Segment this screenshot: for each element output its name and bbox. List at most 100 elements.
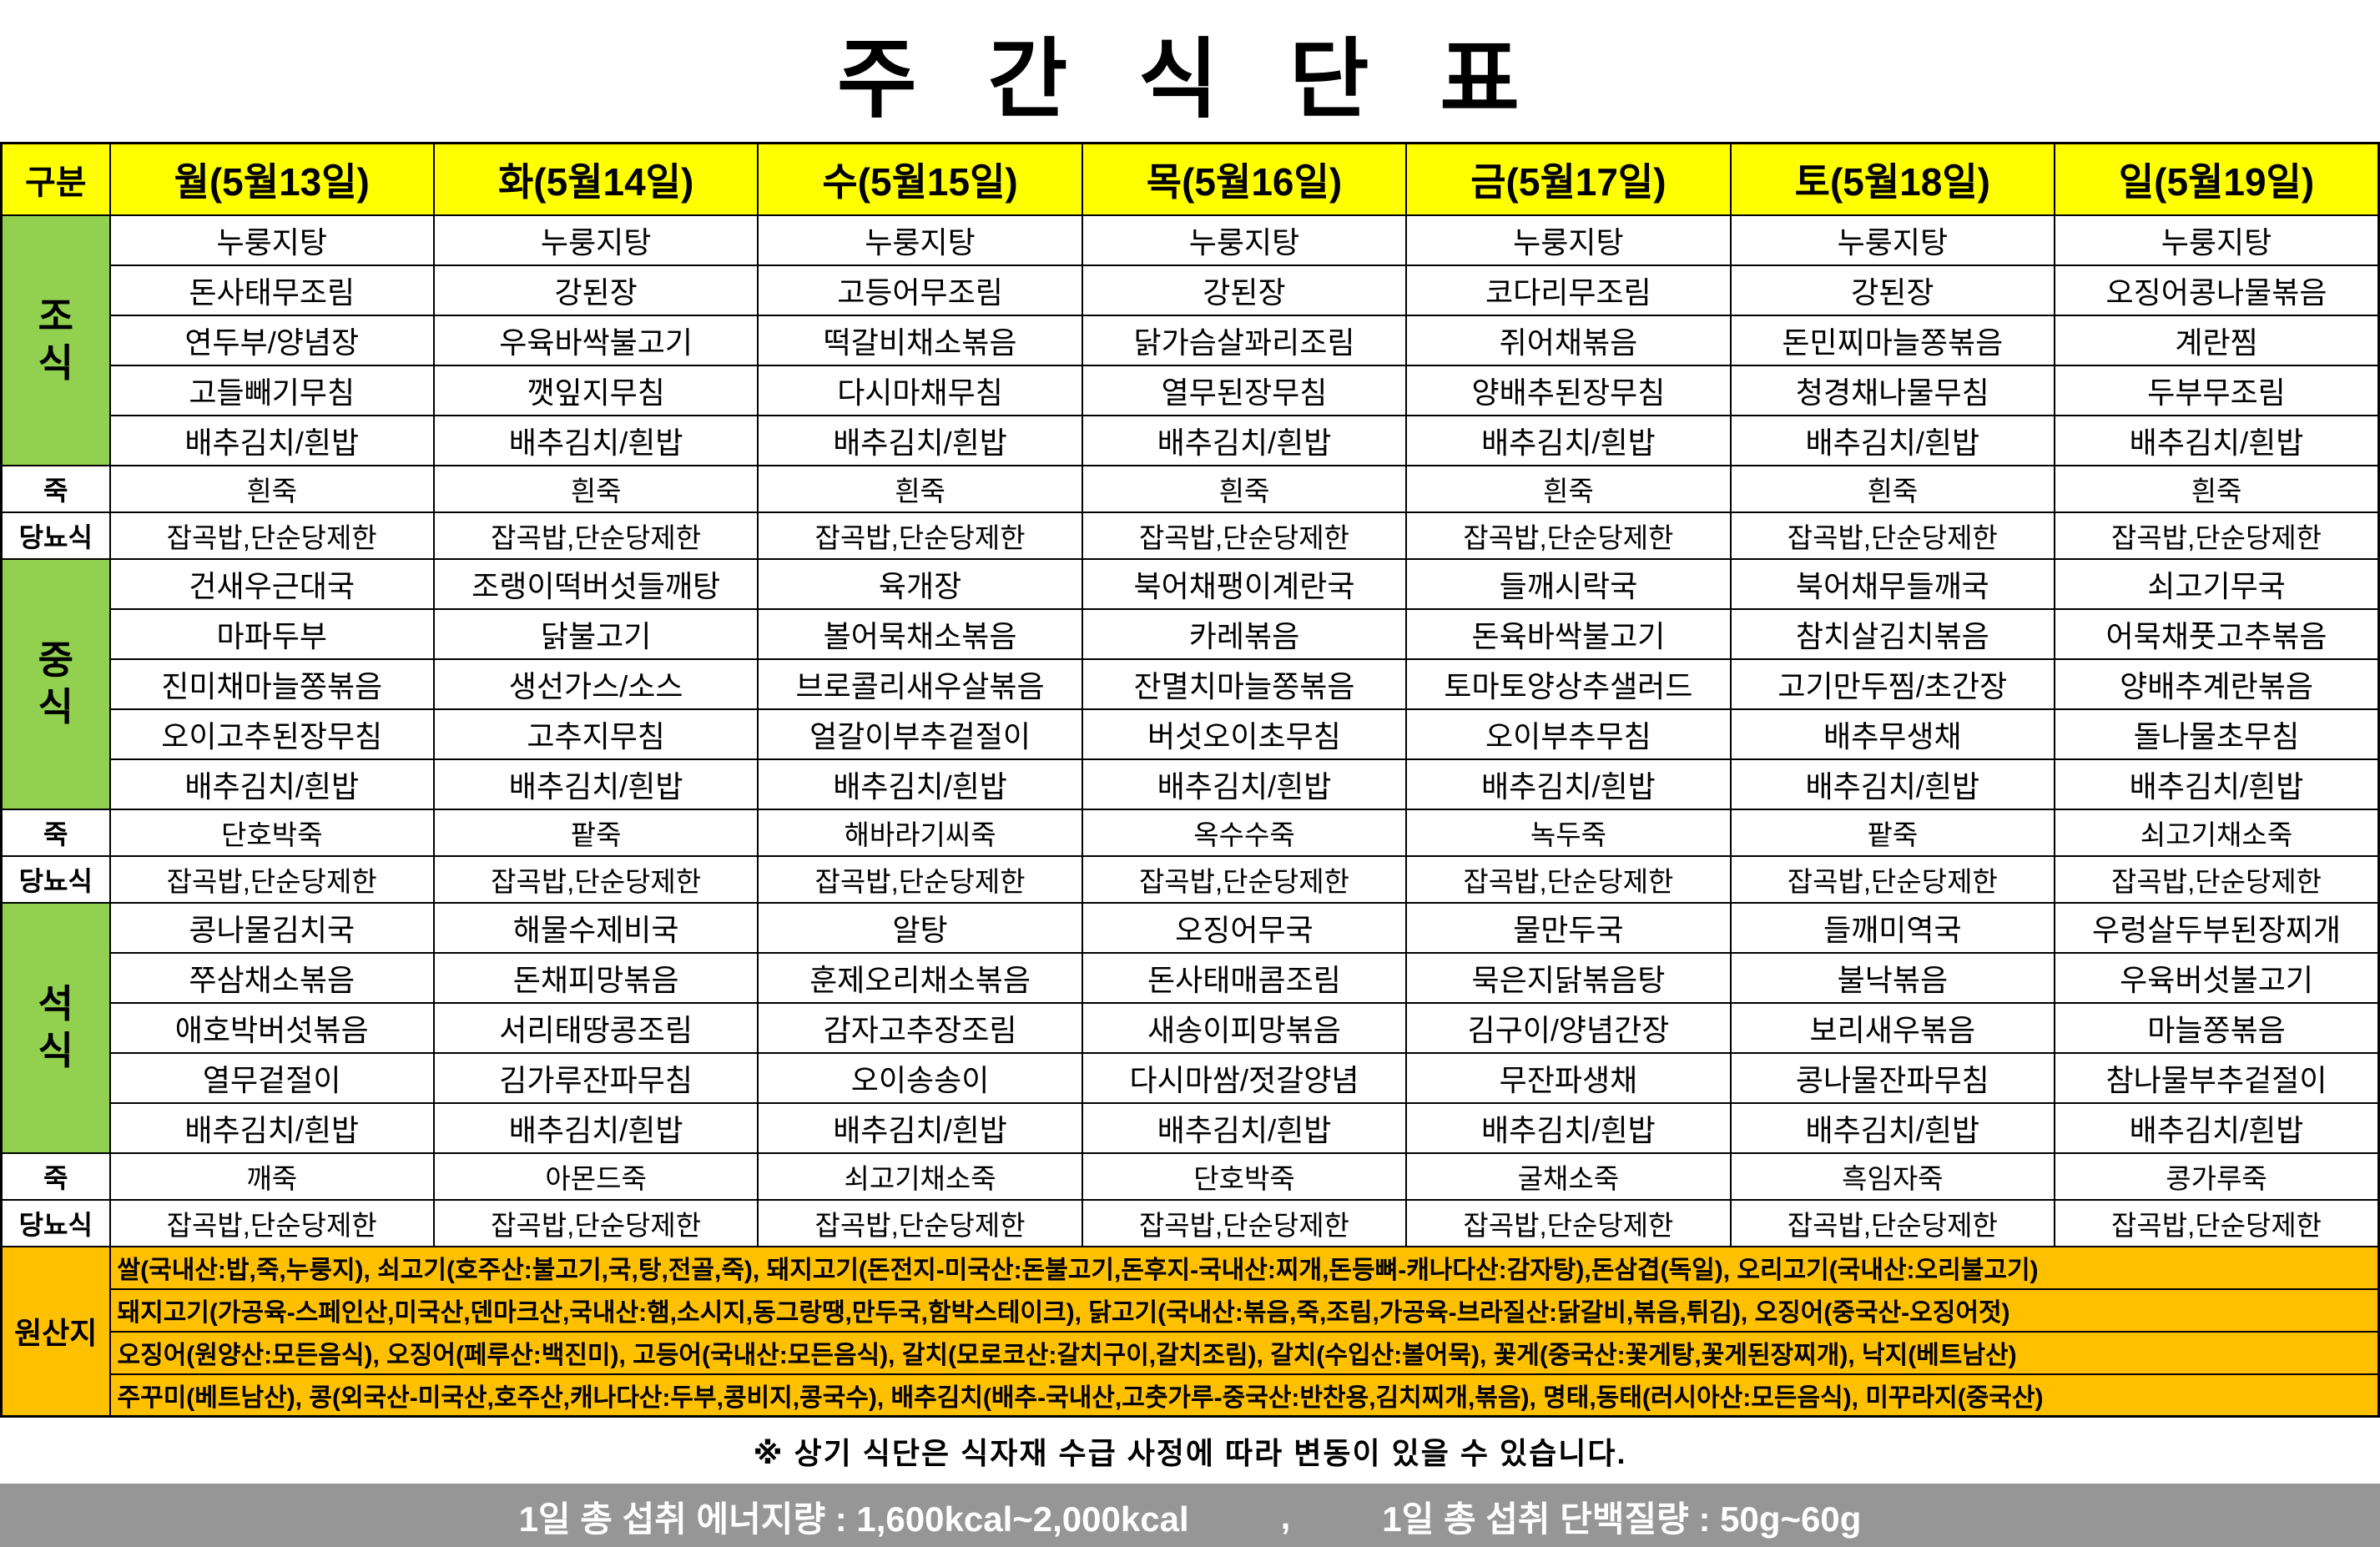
diabetic-cell: 잡곡밥,단순당제한 xyxy=(108,511,435,560)
diabetic-cell: 잡곡밥,단순당제한 xyxy=(1405,511,1732,560)
menu-cell: 돈사태무조림 xyxy=(108,265,435,316)
menu-cell: 오이부추무침 xyxy=(1405,708,1732,760)
menu-cell: 브로콜리새우살볶음 xyxy=(757,658,1083,710)
menu-cell: 강된장 xyxy=(1081,265,1408,316)
menu-cell: 묵은지닭볶음탕 xyxy=(1405,952,1732,1004)
origin-label: 원산지 xyxy=(0,1245,111,1418)
menu-cell: 배추김치/흰밥 xyxy=(1405,415,1732,466)
menu-cell: 배추김치/흰밥 xyxy=(1729,1102,2056,1154)
diabetic-label: 당뇨식 xyxy=(0,854,111,904)
menu-cell: 누룽지탕 xyxy=(757,214,1083,266)
origin-row: 오징어(원양산:모든음식), 오징어(페루산:백진미), 고등어(국내산:모든음… xyxy=(2,1331,2380,1375)
porridge-row: 죽 단호박죽 팥죽 해바라기씨죽 옥수수죽 녹두죽 팥죽 쇠고기채소죽 xyxy=(0,808,2380,857)
menu-cell: 돈사태매콤조림 xyxy=(1081,952,1408,1004)
diabetic-cell: 잡곡밥,단순당제한 xyxy=(108,1198,435,1247)
menu-cell: 감자고추장조림 xyxy=(757,1002,1083,1054)
origin-line: 쌀(국내산:밥,죽,누룽지), 쇠고기(호주산:불고기,국,탕,전골,죽), 돼… xyxy=(108,1245,2380,1290)
breakfast-row: 조식 누룽지탕 누룽지탕 누룽지탕 누룽지탕 누룽지탕 누룽지탕 누룽지탕 xyxy=(0,214,2380,466)
diabetic-cell: 잡곡밥,단순당제한 xyxy=(757,854,1083,904)
diabetic-cell: 잡곡밥,단순당제한 xyxy=(432,854,759,904)
dinner-row: 애호박버섯볶음 서리태땅콩조림 감자고추장조림 새송이피망볶음 김구이/양념간장 보리새우… xyxy=(2,1002,2380,1054)
menu-cell: 배추김치/흰밥 xyxy=(432,415,759,466)
menu-cell: 닭불고기 xyxy=(432,608,759,660)
menu-cell: 쭈삼채소볶음 xyxy=(108,952,435,1004)
menu-cell: 강된장 xyxy=(432,265,759,316)
menu-cell: 불낙볶음 xyxy=(1729,952,2056,1004)
menu-cell: 청경채나물무침 xyxy=(1729,365,2056,416)
title-bar: 주 간 식 단 표 xyxy=(0,0,2380,142)
menu-cell: 배추김치/흰밥 xyxy=(1081,1102,1408,1154)
day-header-wed: 수(5월15일) xyxy=(757,142,1083,216)
diabetic-cell: 잡곡밥,단순당제한 xyxy=(1405,1198,1732,1247)
breakfast-row: 배추김치/흰밥 배추김치/흰밥 배추김치/흰밥 배추김치/흰밥 배추김치/흰밥 배추김치/… xyxy=(2,415,2380,466)
page-title: 주 간 식 단 표 xyxy=(837,31,1543,128)
diabetic-row: 당뇨식 잡곡밥,단순당제한 잡곡밥,단순당제한 잡곡밥,단순당제한 잡곡밥,단순당제한… xyxy=(0,854,2380,904)
diabetic-label: 당뇨식 xyxy=(0,1198,111,1247)
porridge-cell: 흰죽 xyxy=(1081,464,1408,513)
menu-cell: 북어채무들깨국 xyxy=(1729,557,2056,610)
menu-cell: 얼갈이부추겉절이 xyxy=(757,708,1083,760)
menu-cell: 쥐어채볶음 xyxy=(1405,315,1732,366)
menu-cell: 애호박버섯볶음 xyxy=(108,1002,435,1054)
menu-cell: 알탕 xyxy=(757,901,1083,954)
diabetic-row: 당뇨식 잡곡밥,단순당제한 잡곡밥,단순당제한 잡곡밥,단순당제한 잡곡밥,단순당제한… xyxy=(0,1198,2380,1247)
dinner-row: 쭈삼채소볶음 돈채피망볶음 훈제오리채소볶음 돈사태매콤조림 묵은지닭볶음탕 불낙볶음 우육… xyxy=(2,952,2380,1004)
meal-plan-table: 구분 월(5월13일) 화(5월14일) 수(5월15일) 목(5월16일) 금… xyxy=(0,142,2380,1418)
menu-cell: 배추김치/흰밥 xyxy=(757,758,1083,810)
diabetic-cell: 잡곡밥,단순당제한 xyxy=(1081,854,1408,904)
menu-cell: 어묵채풋고추볶음 xyxy=(2054,608,2380,660)
menu-cell: 고들빼기무침 xyxy=(108,365,435,416)
menu-cell: 우육버섯불고기 xyxy=(2054,952,2380,1004)
menu-cell: 배추김치/흰밥 xyxy=(757,1102,1083,1154)
porridge-cell: 흰죽 xyxy=(432,464,759,513)
menu-cell: 돈육바싹불고기 xyxy=(1405,608,1732,660)
menu-cell: 배추김치/흰밥 xyxy=(1729,415,2056,466)
porridge-row: 죽 깨죽 아몬드죽 쇠고기채소죽 단호박죽 굴채소죽 흑임자죽 콩가루죽 xyxy=(0,1151,2380,1201)
porridge-cell: 옥수수죽 xyxy=(1081,808,1408,857)
diabetic-label: 당뇨식 xyxy=(0,511,111,560)
menu-cell: 강된장 xyxy=(1729,265,2056,316)
menu-cell: 토마토양상추샐러드 xyxy=(1405,658,1732,710)
porridge-label: 죽 xyxy=(0,808,111,857)
menu-cell: 마파두부 xyxy=(108,608,435,660)
porridge-cell: 콩가루죽 xyxy=(2054,1151,2380,1201)
menu-cell: 배추김치/흰밥 xyxy=(1405,758,1732,810)
lunch-row: 마파두부 닭불고기 볼어묵채소볶음 카레볶음 돈육바싹불고기 참치살김치볶음 어묵채풋고추볶… xyxy=(2,608,2380,660)
diabetic-cell: 잡곡밥,단순당제한 xyxy=(1729,1198,2056,1247)
menu-cell: 배추김치/흰밥 xyxy=(2054,758,2380,810)
menu-cell: 우육바싹불고기 xyxy=(432,315,759,366)
diabetic-cell: 잡곡밥,단순당제한 xyxy=(432,1198,759,1247)
diabetic-row: 당뇨식 잡곡밥,단순당제한 잡곡밥,단순당제한 잡곡밥,단순당제한 잡곡밥,단순당제한… xyxy=(0,511,2380,560)
menu-cell: 양배추계란볶음 xyxy=(2054,658,2380,710)
menu-cell: 연두부/양념장 xyxy=(108,315,435,366)
diabetic-cell: 잡곡밥,단순당제한 xyxy=(1405,854,1732,904)
breakfast-label: 조식 xyxy=(0,214,111,466)
menu-cell: 코다리무조림 xyxy=(1405,265,1732,316)
menu-cell: 북어채팽이계란국 xyxy=(1081,557,1408,610)
diabetic-cell: 잡곡밥,단순당제한 xyxy=(757,1198,1083,1247)
footer-protein: 1일 총 섭취 단백질량 : 50g~60g xyxy=(1382,1499,1862,1539)
diabetic-cell: 잡곡밥,단순당제한 xyxy=(2054,511,2380,560)
menu-cell: 조랭이떡버섯들깨탕 xyxy=(432,557,759,610)
origin-row: 주꾸미(베트남산), 콩(외국산-미국산,호주산,캐나다산:두부,콩비지,콩국수… xyxy=(2,1373,2380,1418)
menu-cell: 버섯오이초무침 xyxy=(1081,708,1408,760)
porridge-cell: 쇠고기채소죽 xyxy=(757,1151,1083,1201)
menu-cell: 건새우근대국 xyxy=(108,557,435,610)
origin-row: 원산지 쌀(국내산:밥,죽,누룽지), 쇠고기(호주산:불고기,국,탕,전골,죽… xyxy=(0,1245,2380,1418)
menu-cell: 닭가슴살꽈리조림 xyxy=(1081,315,1408,366)
menu-cell: 마늘쫑볶음 xyxy=(2054,1002,2380,1054)
menu-cell: 다시마쌈/젓갈양념 xyxy=(1081,1052,1408,1104)
menu-cell: 콩나물잔파무침 xyxy=(1729,1052,2056,1104)
menu-cell: 누룽지탕 xyxy=(108,214,435,266)
menu-cell: 새송이피망볶음 xyxy=(1081,1002,1408,1054)
menu-cell: 오징어콩나물볶음 xyxy=(2054,265,2380,316)
menu-cell: 배추김치/흰밥 xyxy=(108,758,435,810)
origin-row: 돼지고기(가공육-스페인산,미국산,덴마크산,국내산:햄,소시지,동그랑땡,만두… xyxy=(2,1288,2380,1333)
menu-cell: 육개장 xyxy=(757,557,1083,610)
menu-cell: 오이고추된장무침 xyxy=(108,708,435,760)
menu-cell: 참나물부추겉절이 xyxy=(2054,1052,2380,1104)
porridge-cell: 해바라기씨죽 xyxy=(757,808,1083,857)
menu-cell: 보리새우볶음 xyxy=(1729,1002,2056,1054)
porridge-label: 죽 xyxy=(0,1151,111,1201)
diabetic-cell: 잡곡밥,단순당제한 xyxy=(1729,854,2056,904)
